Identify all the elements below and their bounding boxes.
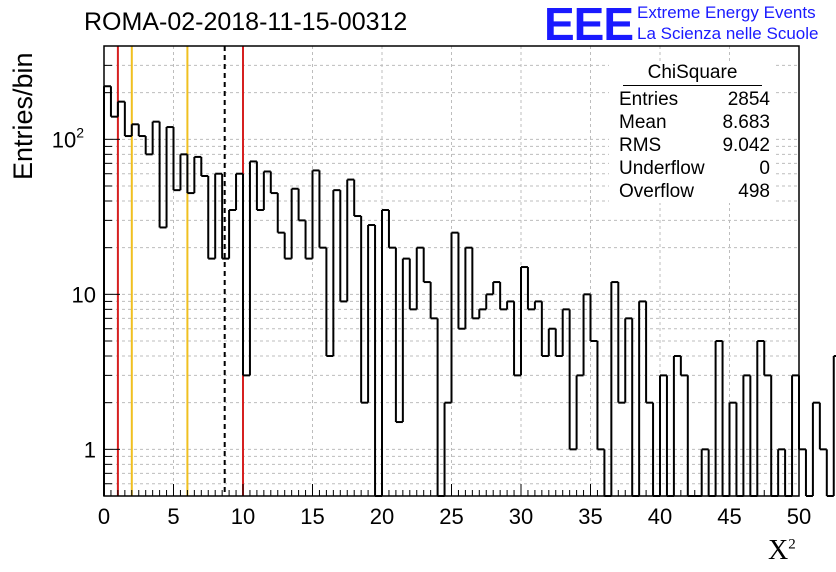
stats-value: 8.683	[722, 112, 770, 133]
x-tick-label: 20	[370, 504, 394, 529]
stats-value: 0	[759, 158, 770, 179]
logo-line-1: Extreme Energy Events	[637, 3, 816, 22]
x-tick-label: 40	[648, 504, 672, 529]
x-axis-label-sup: 2	[788, 536, 796, 553]
reference-lines	[116, 46, 244, 496]
x-tick-label: 15	[300, 504, 324, 529]
stats-row: Overflow 498	[609, 180, 776, 203]
eee-logo: EEE	[544, 0, 634, 50]
x-tick-label: 10	[231, 504, 255, 529]
y-tick-label: 1	[84, 437, 96, 462]
x-tick-label: 5	[167, 504, 179, 529]
x-tick-label: 30	[509, 504, 533, 529]
x-tick-label: 0	[98, 504, 110, 529]
x-tick-label: 45	[717, 504, 741, 529]
stats-label: Overflow	[619, 181, 694, 202]
x-axis-label-base: X	[768, 535, 789, 566]
axes	[103, 45, 800, 497]
y-axis-label: Entries/bin	[8, 52, 38, 180]
stats-row: Underflow 0	[609, 157, 776, 180]
x-axis-label: X2	[768, 535, 796, 567]
logo-line-2: La Scienza nelle Scuole	[637, 24, 819, 43]
x-tick-label: 25	[439, 504, 463, 529]
stats-label: Entries	[619, 89, 679, 110]
stats-box: ChiSquare Entries 2854 Mean 8.683 RMS 9.042 Un…	[609, 62, 776, 203]
stats-value: 498	[738, 181, 770, 202]
y-tick-label: 10	[72, 282, 96, 307]
stats-label: RMS	[619, 135, 662, 156]
stats-value: 9.042	[722, 135, 770, 156]
stats-row: Mean 8.683	[609, 111, 776, 134]
stats-row: Entries 2854	[609, 88, 776, 111]
tick-labels: 0 5 10 15 20 25 30 35 40 45 50 1 10 102	[52, 124, 812, 529]
chart-title: ROMA-02-2018-11-15-00312	[84, 8, 408, 36]
x-tick-label: 50	[787, 504, 811, 529]
stats-label: Mean	[619, 112, 667, 133]
stats-label: Underflow	[619, 158, 705, 179]
stats-title: ChiSquare	[623, 62, 762, 86]
y-tick-label: 102	[52, 124, 84, 152]
stats-row: RMS 9.042	[609, 134, 776, 157]
x-tick-label: 35	[578, 504, 602, 529]
stats-value: 2854	[727, 89, 770, 110]
